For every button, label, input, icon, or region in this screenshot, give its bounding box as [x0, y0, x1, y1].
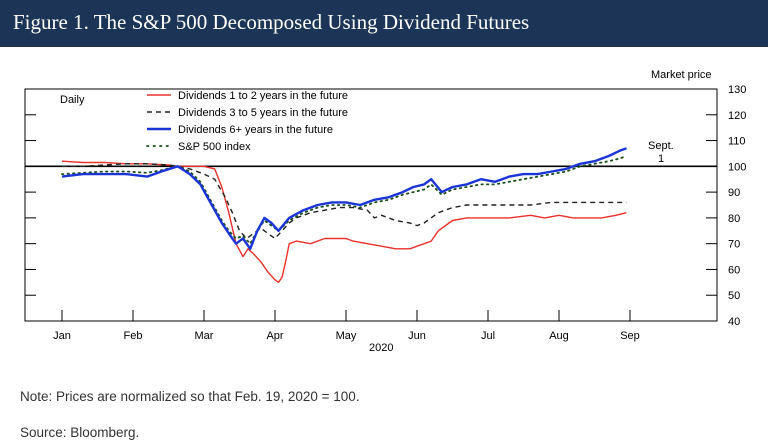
frequency-label: Daily [60, 94, 85, 106]
legend-label: Dividends 3 to 5 years in the future [178, 107, 348, 119]
x-tick-label: Jan [53, 330, 71, 342]
y-tick-label: 110 [728, 136, 746, 148]
x-tick-label: Jun [408, 330, 426, 342]
legend-label: Dividends 6+ years in the future [178, 124, 333, 136]
x-tick-label: Feb [124, 330, 143, 342]
y-tick-label: 90 [728, 187, 740, 199]
figure-title: Figure 1. The S&P 500 Decomposed Using D… [13, 10, 530, 34]
annotation-line: Sept. [648, 140, 674, 152]
y-tick-label: 50 [728, 290, 740, 302]
year-label: 2020 [369, 342, 393, 354]
series-line-4 [61, 155, 628, 245]
x-axis: Jan Feb Mar Apr May Jun Jul Aug Sep [53, 310, 640, 342]
plot-border [24, 88, 718, 322]
annotation-line: 1 [658, 153, 664, 165]
x-tick-label: Sep [620, 330, 640, 342]
y-tick-label: 40 [728, 316, 740, 328]
plot-frame [24, 88, 718, 322]
series-line-2 [62, 163, 627, 240]
legend-label: S&P 500 index [178, 141, 251, 153]
y-tick-label: 100 [728, 161, 746, 173]
series-lines [61, 147, 628, 284]
series-line-1 [61, 160, 627, 284]
y-tick-label: 120 [728, 110, 746, 122]
source-note: Source: Bloomberg. [20, 425, 140, 440]
y-axis: 40 50 60 70 80 90 100 110 120 130 [25, 84, 746, 328]
x-tick-label: Jul [481, 330, 495, 342]
chart: 40 50 60 70 80 90 100 110 120 130 Jan Feb Mar Apr May… [24, 69, 746, 354]
x-tick-label: Mar [195, 330, 214, 342]
figure-header: Figure 1. The S&P 500 Decomposed Using D… [0, 0, 768, 47]
right-axis-label: Market price [651, 69, 712, 81]
legend: Dividends 1 to 2 years in the future Divi… [146, 90, 348, 153]
sept-1-annotation: Sept. 1 [648, 140, 674, 165]
y-tick-label: 60 [728, 264, 740, 276]
y-tick-label: 70 [728, 239, 740, 251]
legend-label: Dividends 1 to 2 years in the future [178, 90, 348, 102]
footnote: Note: Prices are normalized so that Feb.… [20, 389, 360, 404]
series-line-3 [61, 147, 627, 251]
x-tick-label: Aug [549, 330, 569, 342]
x-tick-label: May [336, 330, 357, 342]
y-tick-label: 130 [728, 84, 746, 96]
x-tick-label: Apr [266, 330, 283, 342]
y-tick-label: 80 [728, 213, 740, 225]
